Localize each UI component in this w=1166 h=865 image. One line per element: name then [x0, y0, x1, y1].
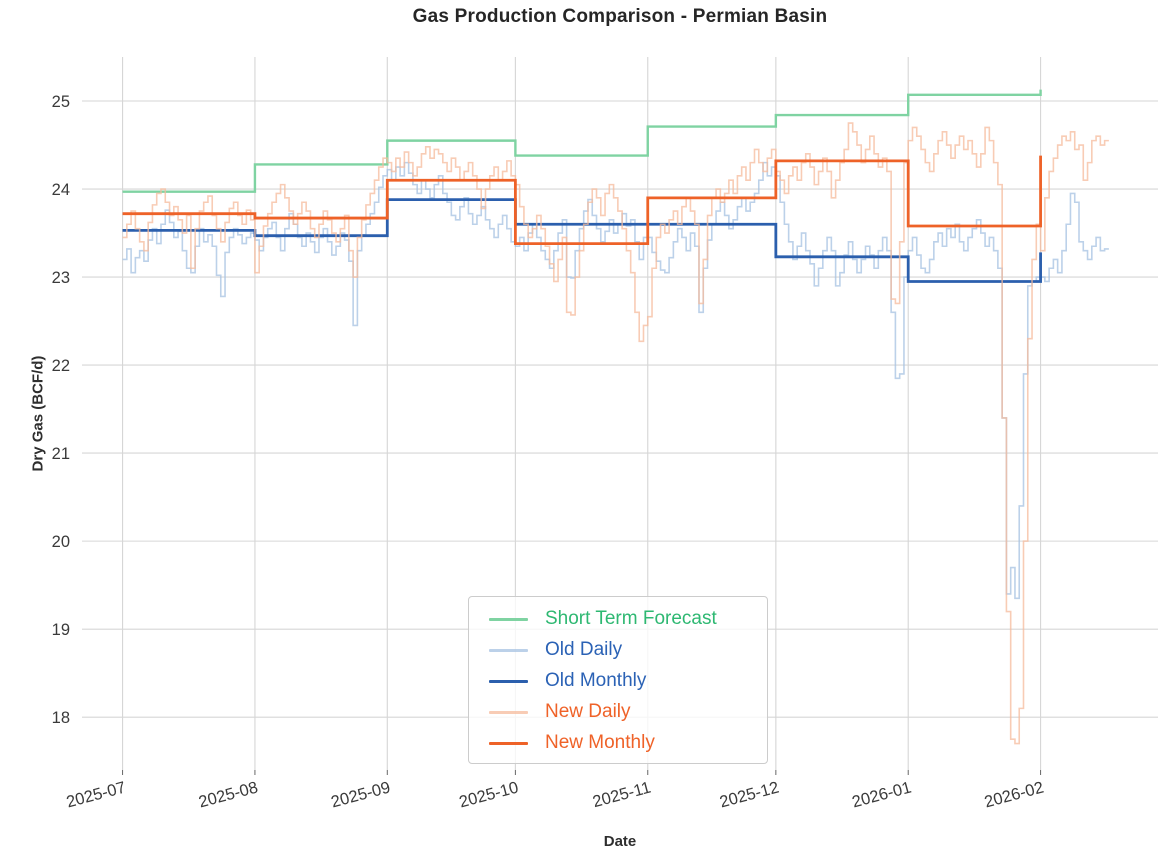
series-line-new-daily [122, 122, 1109, 745]
svg-text:2025-07: 2025-07 [64, 778, 127, 811]
series-line-old-monthly [122, 198, 1042, 283]
svg-text:2026-02: 2026-02 [982, 778, 1045, 811]
svg-text:2025-08: 2025-08 [197, 778, 260, 811]
legend: Short Term Forecast Old Daily Old Monthl… [468, 596, 768, 764]
svg-text:22: 22 [52, 357, 70, 375]
legend-line-swatch [489, 617, 528, 621]
legend-item-new-monthly: New Monthly [489, 732, 751, 754]
legend-line-swatch [489, 710, 528, 714]
series-line-new-monthly [122, 155, 1042, 246]
svg-text:2025-09: 2025-09 [329, 778, 392, 811]
legend-label: Old Monthly [545, 670, 647, 691]
x-tick-marks [122, 770, 1042, 775]
y-axis-label: Dry Gas (BCF/d) [29, 355, 47, 472]
svg-text:25: 25 [52, 93, 70, 111]
legend-label: Old Daily [545, 639, 623, 660]
svg-text:2025-12: 2025-12 [718, 778, 781, 811]
legend-item-short-term-forecast: Short Term Forecast [489, 608, 751, 630]
svg-text:23: 23 [52, 269, 70, 287]
svg-text:24: 24 [52, 181, 70, 199]
svg-text:2025-11: 2025-11 [591, 778, 653, 811]
legend-item-new-daily: New Daily [489, 701, 751, 723]
legend-item-old-daily: Old Daily [489, 639, 751, 661]
legend-label: New Monthly [545, 732, 655, 753]
legend-item-old-monthly: Old Monthly [489, 670, 751, 692]
svg-text:2025-10: 2025-10 [457, 778, 520, 811]
x-tick-labels: 2025-07 2025-08 2025-09 2025-10 2025-11 2025-… [64, 778, 1045, 811]
svg-text:19: 19 [52, 621, 70, 639]
legend-label: Short Term Forecast [545, 608, 717, 629]
series-line-short-term-forecast [122, 89, 1042, 193]
legend-label: New Daily [545, 701, 631, 722]
legend-line-swatch [489, 679, 528, 683]
legend-line-swatch [489, 741, 528, 745]
chart-title: Gas Production Comparison - Permian Basi… [412, 6, 828, 27]
svg-text:21: 21 [52, 445, 70, 463]
svg-text:18: 18 [52, 709, 70, 727]
svg-text:2026-01: 2026-01 [850, 778, 913, 811]
y-tick-labels: 18 19 20 21 22 23 24 25 [52, 93, 70, 727]
series-line-old-daily [122, 161, 1109, 600]
svg-text:20: 20 [52, 533, 70, 551]
legend-line-swatch [489, 648, 528, 652]
x-axis-label: Date [603, 833, 637, 850]
